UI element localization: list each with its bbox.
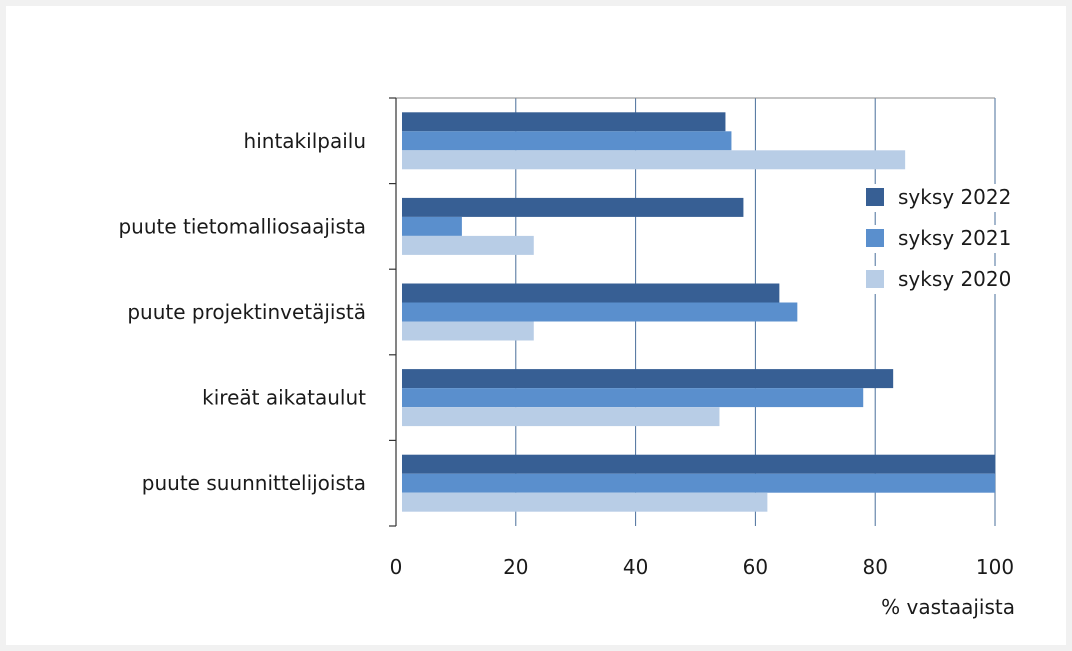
bar [402, 492, 768, 512]
x-tick-label: 80 [862, 555, 887, 579]
category-label: hintakilpailu [244, 129, 366, 153]
axes [389, 97, 995, 527]
legend-label: syksy 2020 [898, 267, 1011, 291]
legend-label: syksy 2021 [898, 226, 1011, 250]
category-label: kireät aikataulut [202, 386, 366, 410]
x-axis-title: % vastaajista [881, 595, 1015, 619]
bar [402, 454, 995, 474]
category-label: puute projektinvetäjistä [127, 300, 366, 324]
bar-chart: 0 20 40 60 80 100 hintakilpailu puute tietomall… [118, 97, 1022, 619]
bar [402, 321, 534, 341]
bar [402, 216, 462, 236]
legend-item-background [862, 225, 1022, 253]
bar [402, 473, 995, 493]
legend-item-background [862, 184, 1022, 212]
labels: 0 20 40 60 80 100 hintakilpailu puute tietomall… [118, 129, 1015, 619]
x-tick-label: 0 [390, 555, 403, 579]
x-tick-label: 20 [503, 555, 528, 579]
bar [402, 302, 798, 322]
category-label: puute tietomalliosaajista [118, 214, 366, 238]
bar [402, 369, 894, 389]
bar [402, 283, 780, 303]
bar [402, 388, 864, 408]
chart-frame: 0 20 40 60 80 100 hintakilpailu puute tietomall… [6, 6, 1066, 645]
legend-swatch [866, 188, 884, 206]
x-tick-label: 60 [743, 555, 768, 579]
legend-swatch [866, 270, 884, 288]
legend-label: syksy 2022 [898, 185, 1011, 209]
x-tick-label: 100 [976, 555, 1014, 579]
bar [402, 112, 726, 132]
bars [402, 112, 995, 512]
bar [402, 235, 534, 255]
bar [402, 197, 744, 217]
bar [402, 407, 720, 427]
legend-swatch [866, 229, 884, 247]
x-tick-label: 40 [623, 555, 648, 579]
category-label: puute suunnittelijoista [142, 471, 366, 495]
legend: syksy 2022 syksy 2021 syksy 2020 [862, 184, 1022, 294]
bar [402, 131, 732, 151]
legend-item-background [862, 266, 1022, 294]
bar [402, 150, 906, 170]
